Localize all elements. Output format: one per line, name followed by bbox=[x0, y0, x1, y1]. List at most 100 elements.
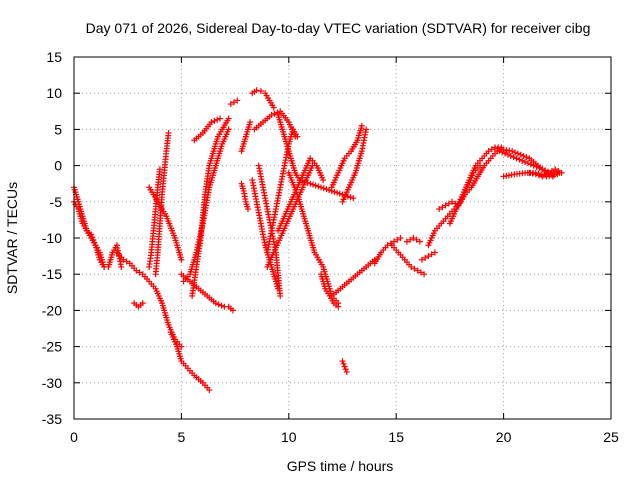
data-point bbox=[416, 238, 423, 245]
y-tick-label: -20 bbox=[42, 302, 62, 318]
series-sat-k bbox=[189, 115, 232, 299]
data-point bbox=[133, 267, 140, 274]
data-point bbox=[536, 165, 543, 172]
data-points bbox=[71, 87, 565, 394]
data-point bbox=[326, 187, 333, 194]
series-sat-ae bbox=[339, 358, 350, 375]
series-sat-ab bbox=[328, 122, 365, 191]
data-point bbox=[535, 170, 542, 177]
data-point bbox=[494, 145, 501, 152]
data-point bbox=[347, 194, 354, 201]
data-point bbox=[532, 169, 539, 176]
data-point bbox=[139, 300, 146, 307]
data-point bbox=[120, 256, 127, 263]
grid bbox=[74, 57, 611, 419]
data-point bbox=[394, 236, 401, 243]
series-sat-w bbox=[275, 155, 327, 234]
data-point bbox=[517, 151, 524, 158]
data-point bbox=[271, 110, 278, 117]
data-point bbox=[214, 116, 221, 123]
series-sat-z bbox=[318, 271, 342, 310]
x-tick-label: 20 bbox=[496, 429, 512, 445]
data-point bbox=[101, 263, 108, 270]
y-tick-label: -5 bbox=[50, 194, 63, 210]
data-point bbox=[304, 179, 311, 186]
data-point bbox=[206, 387, 213, 394]
data-point bbox=[339, 358, 346, 365]
plot-frame bbox=[73, 56, 612, 420]
data-point bbox=[417, 269, 424, 276]
data-point bbox=[513, 155, 520, 162]
data-point bbox=[512, 149, 519, 156]
series-sat-o bbox=[238, 119, 254, 155]
data-point bbox=[488, 146, 495, 153]
data-point bbox=[422, 254, 429, 261]
data-point bbox=[342, 366, 349, 373]
data-point bbox=[320, 185, 327, 192]
y-tick-label: 5 bbox=[54, 121, 62, 137]
x-tick-labels: 0 5 10 15 20 25 bbox=[70, 429, 619, 445]
series-sat-v bbox=[264, 162, 316, 270]
data-point bbox=[118, 263, 125, 270]
data-point bbox=[178, 256, 185, 263]
data-point bbox=[558, 169, 565, 176]
series-sat-d bbox=[131, 300, 146, 310]
series-sat-m bbox=[225, 303, 236, 314]
data-point bbox=[504, 151, 511, 158]
data-point bbox=[492, 144, 499, 151]
data-point bbox=[510, 154, 517, 161]
data-point bbox=[229, 307, 236, 314]
data-point bbox=[411, 265, 418, 272]
data-point bbox=[538, 171, 545, 178]
data-point bbox=[499, 149, 506, 156]
data-point bbox=[211, 117, 218, 124]
data-point bbox=[343, 368, 350, 375]
data-point bbox=[514, 150, 521, 157]
data-point bbox=[277, 292, 284, 299]
data-point bbox=[123, 258, 130, 265]
series-sat-ah bbox=[403, 235, 423, 245]
series-sat-ad bbox=[328, 256, 378, 299]
data-point bbox=[217, 115, 224, 122]
series-sat-n bbox=[227, 97, 241, 108]
data-point bbox=[418, 256, 425, 263]
data-point bbox=[414, 267, 421, 274]
data-point bbox=[530, 162, 537, 169]
y-tick-label: -15 bbox=[42, 266, 62, 282]
data-point bbox=[391, 238, 398, 245]
data-point bbox=[516, 156, 523, 163]
x-tick-label: 10 bbox=[281, 429, 297, 445]
data-point bbox=[244, 206, 251, 213]
data-point bbox=[315, 183, 322, 190]
chart-title: Day 071 of 2026, Sidereal Day-to-day VTE… bbox=[86, 20, 591, 36]
data-point bbox=[299, 177, 306, 184]
data-point bbox=[312, 182, 319, 189]
data-point bbox=[307, 180, 314, 187]
data-point bbox=[320, 177, 327, 184]
data-point bbox=[309, 181, 316, 188]
data-point bbox=[336, 190, 343, 197]
data-point bbox=[413, 236, 420, 243]
data-point bbox=[533, 163, 540, 170]
y-tick-label: -10 bbox=[42, 230, 62, 246]
data-point bbox=[358, 122, 365, 129]
x-tick-label: 5 bbox=[178, 429, 186, 445]
data-point bbox=[523, 154, 530, 161]
data-point bbox=[340, 360, 347, 367]
data-point bbox=[449, 198, 456, 205]
y-tick-label: 10 bbox=[46, 85, 62, 101]
series-sat-ap bbox=[500, 169, 561, 180]
data-point bbox=[331, 188, 338, 195]
data-point bbox=[552, 166, 559, 173]
data-point bbox=[136, 269, 143, 276]
series-sat-h bbox=[167, 329, 213, 394]
data-point bbox=[407, 236, 414, 243]
y-tick-label: 15 bbox=[46, 49, 62, 65]
data-point bbox=[253, 87, 260, 94]
data-point bbox=[445, 200, 452, 207]
series-sat-t bbox=[251, 108, 299, 140]
series-sat-s bbox=[249, 87, 277, 111]
y-tick-labels: 15 10 5 0 -5 -10 -15 -20 -25 -30 -35 bbox=[42, 49, 62, 427]
data-point bbox=[318, 184, 325, 191]
